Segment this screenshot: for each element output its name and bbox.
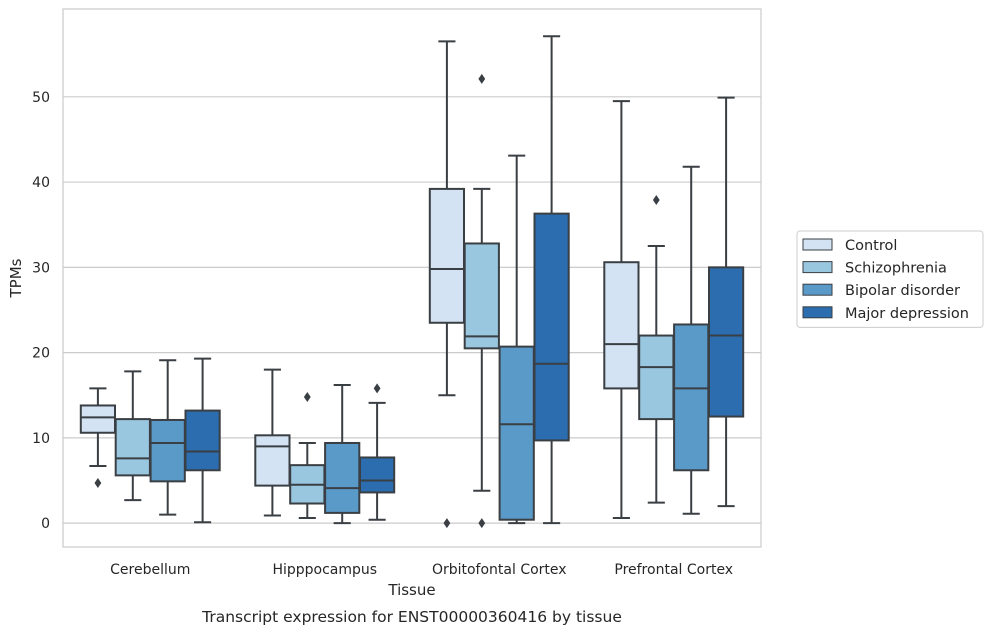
- y-tick-label: 10: [32, 431, 50, 447]
- box-2-1: [324, 384, 361, 525]
- legend-item: Major depression: [802, 306, 969, 322]
- box-3-0: [184, 357, 221, 524]
- flier-point: [652, 194, 660, 205]
- flier-point: [478, 73, 486, 84]
- y-tick-label: 0: [41, 516, 50, 532]
- legend-label: Major depression: [845, 306, 969, 322]
- x-tick-label: Cerebellum: [110, 562, 190, 578]
- y-tick-label: 40: [32, 175, 50, 191]
- legend-swatch: [802, 283, 833, 296]
- box-1-2: [463, 73, 500, 529]
- box-rect: [463, 242, 500, 350]
- box-rect: [638, 334, 675, 421]
- box-rect: [114, 418, 151, 477]
- box-rect: [498, 345, 535, 521]
- chart-caption: Transcript expression for ENST0000036041…: [201, 608, 622, 626]
- box-rect: [428, 187, 466, 324]
- box-1-3: [638, 194, 675, 504]
- box-3-2: [533, 35, 570, 525]
- legend-label: Schizophrenia: [845, 261, 947, 277]
- flier-point: [303, 391, 311, 402]
- y-tick-label: 30: [32, 260, 50, 276]
- legend-frame: [796, 230, 984, 328]
- legend-item: Bipolar disorder: [802, 283, 960, 299]
- box-0-3: [603, 100, 640, 520]
- box-rect: [79, 404, 117, 434]
- box-0-0: [79, 387, 117, 489]
- box-rect: [149, 418, 186, 483]
- box-rect: [707, 266, 745, 418]
- box-rect: [673, 323, 710, 472]
- plot-area: [62, 8, 762, 548]
- flier-point: [478, 518, 486, 529]
- box-3-1: [358, 383, 396, 521]
- box-0-1: [254, 368, 291, 517]
- x-tick-label: Prefrontal Cortex: [614, 562, 733, 578]
- box-rect: [254, 434, 291, 487]
- legend: Control Schizophrenia Bipolar disorder Majo…: [796, 230, 984, 328]
- y-tick-label: 50: [32, 90, 50, 106]
- legend-label: Control: [845, 238, 897, 254]
- box-2-3: [673, 165, 710, 515]
- boxes: [79, 35, 745, 529]
- flier-point: [373, 383, 381, 394]
- legend-label: Bipolar disorder: [845, 283, 960, 299]
- legend-swatch: [802, 261, 833, 274]
- box-rect: [184, 409, 221, 472]
- box-rect: [533, 212, 570, 442]
- x-axis-title: Tissue: [387, 581, 435, 599]
- box-rect: [358, 456, 396, 494]
- box-0-2: [428, 40, 466, 529]
- y-axis-title: TPMs: [7, 258, 25, 298]
- box-rect: [603, 261, 640, 390]
- box-2-2: [498, 154, 535, 525]
- box-1-0: [114, 370, 151, 502]
- box-1-1: [289, 391, 326, 520]
- box-3-3: [707, 96, 745, 508]
- legend-swatch: [802, 306, 833, 319]
- x-tick-label: Hipppocampus: [272, 562, 377, 578]
- legend-swatch: [802, 238, 833, 251]
- x-tick-label: Orbitofontal Cortex: [432, 562, 567, 578]
- flier-point: [443, 518, 451, 529]
- legend-item: Schizophrenia: [802, 261, 947, 277]
- flier-point: [94, 478, 102, 489]
- box-rect: [324, 441, 361, 514]
- y-tick-label: 20: [32, 346, 50, 362]
- legend-item: Control: [802, 238, 897, 254]
- box-2-0: [149, 359, 186, 516]
- x-axis: Cerebellum Hipppocampus Orbitofontal Corte…: [110, 562, 733, 578]
- y-axis: 0 10 20 30 40 50: [32, 90, 50, 532]
